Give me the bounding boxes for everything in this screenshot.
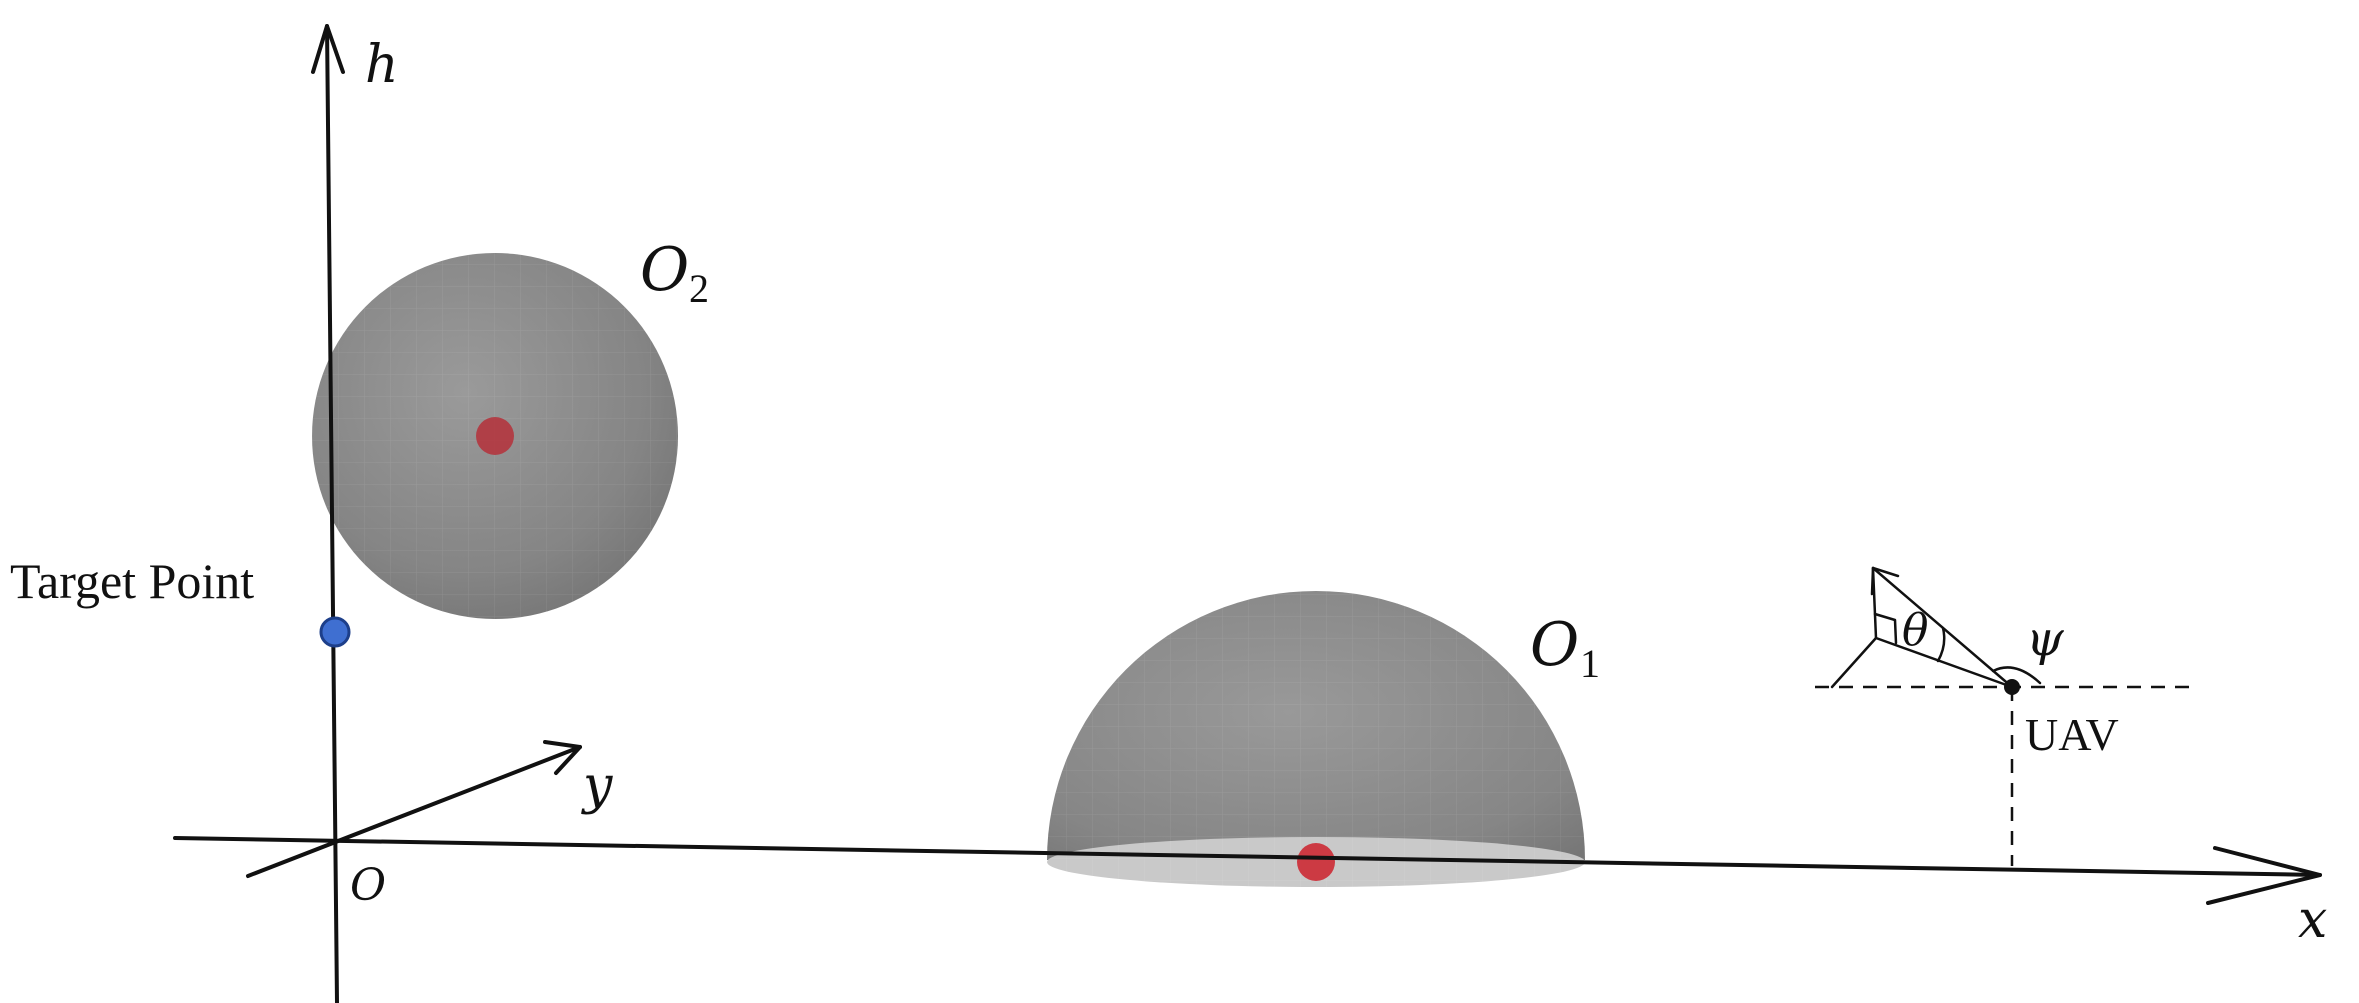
obstacle-label-o2-main: O bbox=[640, 235, 689, 305]
obstacle-label-o2: O 2 bbox=[640, 235, 709, 311]
h-axis-label: h bbox=[365, 35, 399, 95]
y-axis bbox=[246, 740, 582, 878]
origin-label: O bbox=[350, 860, 386, 911]
theta-label: θ bbox=[1902, 605, 1929, 656]
target-point-marker bbox=[319, 616, 351, 648]
sphere-center-marker bbox=[476, 417, 514, 455]
hemisphere-obstacle-o1 bbox=[1047, 591, 1585, 887]
uav-label: UAV bbox=[2025, 709, 2119, 760]
sphere-obstacle-o2 bbox=[312, 253, 678, 619]
psi-label: ψ bbox=[2026, 611, 2065, 667]
x-axis-label: x bbox=[2298, 890, 2327, 950]
uav-heading-diagram: θ ψ UAV bbox=[1815, 566, 2190, 866]
obstacle-label-o1-main: O bbox=[1530, 610, 1579, 680]
obstacle-label-o2-sub: 2 bbox=[689, 266, 709, 311]
uav-marker bbox=[2004, 679, 2020, 695]
obstacle-label-o1-sub: 1 bbox=[1580, 641, 1600, 686]
x-axis bbox=[173, 836, 2322, 905]
target-point: Target Point bbox=[10, 553, 351, 648]
y-axis-label: y bbox=[581, 756, 613, 816]
target-point-label: Target Point bbox=[10, 553, 254, 609]
obstacle-label-o1: O 1 bbox=[1530, 610, 1600, 686]
hemisphere-center-marker bbox=[1297, 843, 1335, 881]
